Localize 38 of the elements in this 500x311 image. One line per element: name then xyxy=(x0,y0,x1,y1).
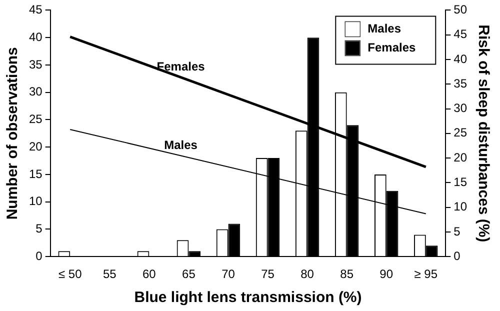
y2-tick-label: 40 xyxy=(454,52,468,66)
y2-tick-label: 15 xyxy=(454,174,468,189)
y-tick-label: 25 xyxy=(28,112,43,126)
y2-tick-label: 0 xyxy=(454,248,461,263)
y-tick-label: 20 xyxy=(28,139,43,154)
x-tick-label: 65 xyxy=(182,267,196,282)
y2-tick-label: 30 xyxy=(454,101,468,116)
x-tick-label: 80 xyxy=(300,267,314,282)
series-label: Females xyxy=(156,60,206,74)
x-tick-label: ≤ 50 xyxy=(58,267,82,282)
y2-tick-label: 10 xyxy=(454,200,468,214)
legend-label: Males xyxy=(368,22,402,36)
x-tick-label: 90 xyxy=(380,267,394,282)
y2-tick-label: 50 xyxy=(454,2,468,17)
y-tick-label: 0 xyxy=(36,248,43,263)
y-axis-title: Number of observations xyxy=(4,47,22,220)
x-tick-label: ≥ 95 xyxy=(414,267,438,282)
y-tick-label: 15 xyxy=(28,166,43,181)
y-tick-label: 5 xyxy=(36,222,43,236)
x-axis-title: Blue light lens transmission (%) xyxy=(134,289,362,306)
series-label: Males xyxy=(164,138,198,152)
y-tick-label: 10 xyxy=(28,194,43,208)
y-tick-label: 40 xyxy=(28,30,43,44)
x-tick-label: 70 xyxy=(222,267,236,282)
y-tick-label: 30 xyxy=(28,84,43,99)
x-tick-label: 85 xyxy=(340,267,354,282)
y-tick-label: 45 xyxy=(28,2,43,17)
y-tick-label: 35 xyxy=(28,57,43,72)
x-tick-label: 60 xyxy=(142,267,156,282)
y2-axis-title: Risk of sleep disturbances (%) xyxy=(474,24,492,242)
legend-label: Females xyxy=(368,40,416,55)
y2-tick-label: 45 xyxy=(454,27,468,42)
y2-tick-label: 35 xyxy=(454,76,468,90)
x-tick-label: 75 xyxy=(261,267,275,282)
y2-tick-label: 20 xyxy=(454,150,468,164)
y2-tick-label: 5 xyxy=(454,224,461,238)
y2-tick-label: 25 xyxy=(454,126,468,140)
x-tick-label: 55 xyxy=(102,267,117,282)
